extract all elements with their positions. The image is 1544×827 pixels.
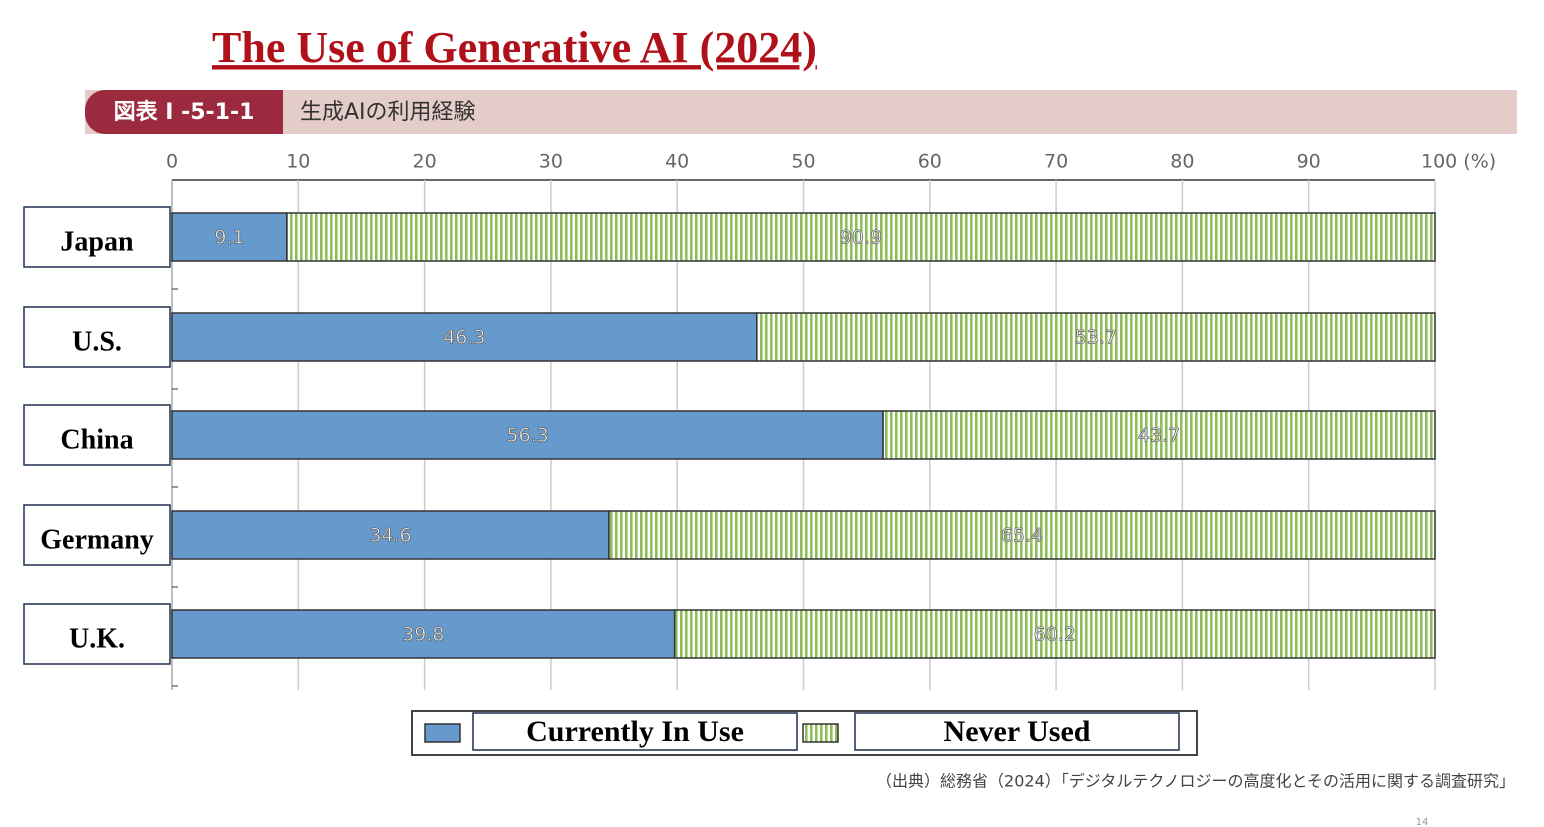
category-box	[23, 504, 171, 566]
bar-segment	[608, 510, 1436, 560]
category-label: U.K.	[69, 623, 125, 654]
chart-title: The Use of Generative AI (2024)	[212, 23, 817, 72]
category-label: Germany	[40, 524, 154, 555]
bar-segment	[756, 312, 1436, 362]
bar-segment	[171, 609, 676, 659]
legend-label-box	[854, 712, 1180, 751]
category-box	[23, 603, 171, 665]
data-label: 90.9	[840, 227, 882, 249]
bar-segment	[171, 312, 758, 362]
data-label: 39.8	[402, 624, 444, 646]
bar-segment	[286, 212, 1436, 262]
data-label: 43.7	[1138, 425, 1180, 447]
x-tick-label: 60	[918, 151, 942, 173]
bar-segment	[171, 212, 288, 262]
header-badge	[120, 90, 283, 134]
x-tick-label: 40	[665, 151, 689, 173]
category-box	[23, 206, 171, 268]
page-number: 14	[1416, 817, 1429, 827]
legend-swatch	[424, 723, 461, 743]
category-box	[23, 404, 171, 466]
bar-segment	[171, 510, 610, 560]
legend-label: Currently In Use	[526, 715, 744, 748]
x-tick-label: 70	[1044, 151, 1068, 173]
source-note: （出典）総務省（2024）「デジタルテクノロジーの高度化とその活用に関する調査研…	[876, 772, 1515, 791]
x-tick-label: 50	[791, 151, 815, 173]
chart-subtitle: 生成AIの利用経験	[300, 100, 476, 125]
x-tick-label: 30	[539, 151, 563, 173]
bar-segment	[882, 410, 1436, 460]
category-label: U.S.	[72, 326, 122, 357]
data-label: 53.7	[1075, 327, 1117, 349]
legend-label-box	[472, 712, 798, 751]
data-label: 46.3	[443, 327, 485, 349]
x-tick-label: 0	[166, 151, 178, 173]
category-label: China	[60, 424, 133, 455]
category-box	[23, 306, 171, 368]
bar-segment	[171, 410, 884, 460]
legend-label: Never Used	[944, 715, 1091, 748]
data-label: 65.4	[1001, 525, 1043, 547]
figure-label: 図表 I -5-1-1	[114, 100, 255, 125]
x-tick-label: 10	[286, 151, 310, 173]
x-tick-label: 90	[1297, 151, 1321, 173]
category-label: Japan	[60, 226, 134, 257]
x-tick-label: 80	[1170, 151, 1194, 173]
bar-segment	[673, 609, 1436, 659]
data-label: 56.3	[506, 425, 548, 447]
data-label: 9.1	[214, 227, 244, 249]
data-label: 34.6	[369, 525, 411, 547]
data-label: 60.2	[1034, 624, 1076, 646]
legend-swatch	[802, 723, 839, 743]
x-tick-label: 20	[413, 151, 437, 173]
x-tick-label: 100 (%)	[1421, 151, 1496, 173]
header-band	[85, 90, 1517, 134]
